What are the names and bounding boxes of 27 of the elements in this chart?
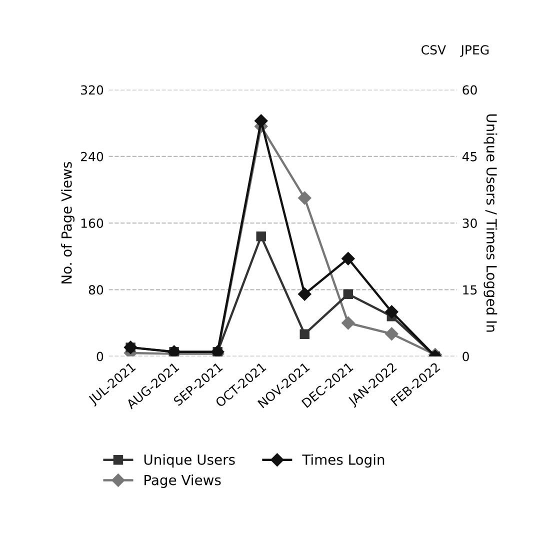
text: JPEG — [460, 45, 489, 57]
y-tick-label: 80 — [88, 285, 104, 295]
text: CSV — [422, 45, 446, 55]
point — [385, 305, 398, 318]
legend-label: Times Login — [302, 454, 384, 468]
point — [342, 252, 355, 266]
y2-axis-title: Unique Users / Times Logged In — [484, 114, 498, 332]
point — [343, 289, 354, 299]
point — [298, 191, 312, 205]
y-tick-label: 320 — [81, 85, 104, 95]
y2-tick-label: 30 — [462, 218, 477, 228]
point — [342, 316, 355, 330]
point — [254, 114, 268, 128]
y2-tick-label: 60 — [462, 85, 477, 95]
y-tick-label: 160 — [81, 218, 104, 228]
y-tick-label: 240 — [80, 152, 104, 162]
point — [385, 327, 398, 340]
y-tick-label: 0 — [96, 352, 104, 362]
point — [300, 329, 310, 339]
legend-label: Page Views — [144, 474, 221, 488]
y2-tick-label: 45 — [462, 152, 477, 162]
point — [256, 232, 266, 242]
y2-tick-label: 0 — [462, 352, 469, 362]
y2-tick-label: 15 — [463, 285, 477, 295]
y-axis-title: No. of Page Views — [61, 162, 75, 284]
point — [298, 288, 312, 301]
legend-label: Unique Users — [144, 454, 235, 468]
